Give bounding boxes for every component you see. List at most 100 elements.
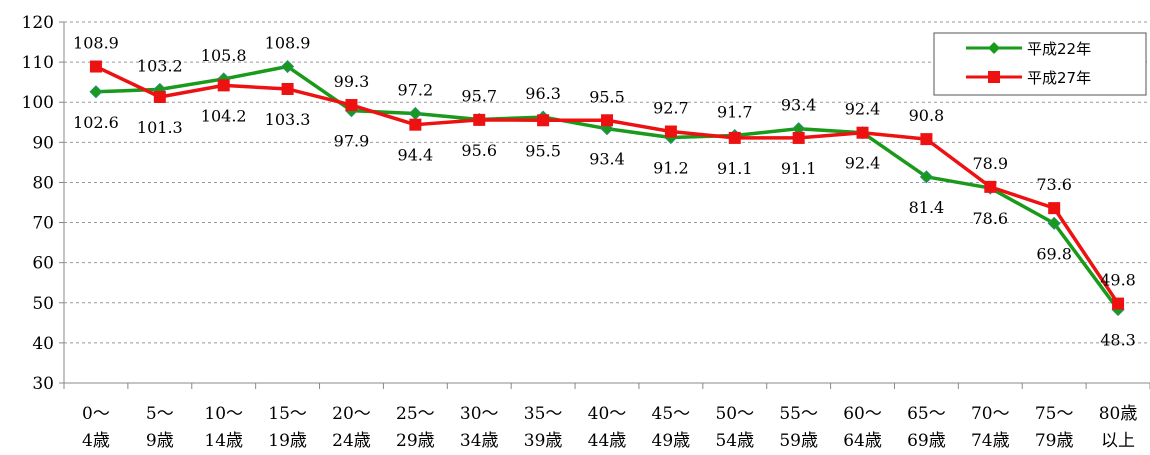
x-tick-label-line1: 60～ [843,404,882,424]
x-tick-label-line1: 65～ [907,404,946,424]
data-label-series-2: 91.1 [781,159,817,178]
gridlines [64,21,1150,344]
axes [59,21,1150,389]
x-tick-label-line2: 49歳 [652,431,691,451]
x-tick-label-line1: 50～ [715,404,754,424]
x-tick-label-line2: 24歳 [332,431,371,451]
data-label-series-2: 78.9 [972,154,1008,173]
x-tick-label-line1: 25～ [396,404,435,424]
point-marker-series-2 [984,180,997,193]
legend-marker-series-2 [988,71,1000,83]
data-label-series-1: 91.7 [717,103,753,122]
point-marker-series-2 [217,79,230,92]
data-label-series-2: 94.4 [398,146,434,165]
x-tick-label-line2: 39歳 [524,431,563,451]
x-tick-label-line1: 0～ [82,404,110,424]
x-tick-label-line2: 14歳 [204,431,243,451]
point-marker-series-2 [473,113,486,126]
legend-label-series-1: 平成22年 [1027,40,1091,58]
point-marker-series-2 [792,131,805,144]
data-label-series-1: 97.2 [398,80,434,99]
x-tick-label-line1: 20～ [332,404,371,424]
y-tick-label: 90 [32,133,54,153]
point-marker-series-1 [919,170,933,184]
point-marker-series-2 [1048,202,1061,215]
x-tick-label-line2: 19歳 [268,431,307,451]
data-label-series-1: 78.6 [972,209,1008,228]
point-marker-series-2 [153,91,166,104]
x-tick-label-line2: 29歳 [396,431,435,451]
data-label-series-2: 49.8 [1100,271,1136,290]
x-tick-label-line1: 55～ [779,404,818,424]
x-tick-label-line2: 54歳 [715,431,754,451]
y-tick-label: 50 [32,294,54,314]
data-label-series-1: 95.7 [461,86,497,105]
series-markers [89,59,1125,317]
data-label-series-1: 103.2 [137,56,183,75]
y-tick-label: 120 [22,13,54,33]
data-label-series-2: 73.6 [1036,175,1072,194]
y-tick-labels: 30 40 50 60 70 80 90 100 110 120 [22,13,54,394]
point-marker-series-2 [728,131,741,144]
point-marker-series-1 [1047,216,1061,230]
point-marker-series-1 [89,85,103,99]
data-label-series-1: 102.6 [73,113,119,132]
x-tick-label-line2: 44歳 [588,431,627,451]
data-label-series-2: 101.3 [137,118,183,137]
data-label-series-2: 91.1 [717,159,753,178]
point-marker-series-2 [856,126,869,139]
data-label-series-1: 91.2 [653,159,689,178]
x-tick-label-line2: 64歳 [843,431,882,451]
y-tick-label: 100 [22,93,54,113]
y-tick-label: 70 [32,214,54,234]
point-marker-series-2 [537,114,550,127]
x-tick-label-line1: 15～ [268,404,307,424]
legend-marker-series-1 [988,42,1000,54]
point-marker-series-2 [920,133,933,146]
point-marker-series-1 [281,59,295,74]
legend-box [933,32,1147,96]
x-tick-label-line2: 9歳 [146,431,174,451]
x-tick-label-line2: 74歳 [971,431,1010,451]
legend: 平成22年 平成27年 [933,32,1147,96]
data-label-series-2: 95.6 [461,141,497,160]
data-label-series-1: 97.9 [334,132,370,151]
data-label-series-1: 92.4 [845,154,881,173]
x-tick-label-line1: 70～ [971,404,1010,424]
y-tick-label: 40 [32,334,54,354]
x-tick-label-line1: 45～ [652,404,691,424]
y-tick-label: 60 [32,254,54,274]
data-label-series-2: 99.3 [334,72,370,91]
legend-label-series-2: 平成27年 [1027,69,1091,87]
y-tick-label: 30 [32,374,54,394]
point-marker-series-2 [409,118,422,131]
x-tick-label-line1: 5～ [146,404,174,424]
data-label-series-1: 96.3 [525,84,561,103]
data-label-series-2: 108.9 [73,34,119,53]
x-tick-label-line1: 10～ [204,404,243,424]
data-label-series-2: 95.5 [589,87,625,106]
x-tick-label-line1: 30～ [460,404,499,424]
x-tick-label-line1: 80歳 [1099,404,1138,424]
point-marker-series-1 [408,106,422,121]
data-labels: 102.6 103.2 105.8 108.9 97.9 97.2 95.7 96.3 93.4… [73,34,1136,350]
data-label-series-1: 93.4 [589,150,625,169]
x-tick-labels: 0～ 4歳 5～ 9歳 10～ 14歳 15～ 19歳 20～ 24歳 25～ 29歳 30～ 34歳 35… [82,404,1137,451]
x-tick-label-line2: 59歳 [779,431,818,451]
x-tick-label-line2: 69歳 [907,431,946,451]
data-label-series-2: 90.8 [909,106,945,125]
x-tick-label-line1: 35～ [524,404,563,424]
y-tick-label: 110 [22,53,54,73]
data-label-series-2: 92.7 [653,99,689,118]
point-marker-series-2 [1112,297,1125,310]
data-label-series-1: 69.8 [1036,244,1072,263]
data-label-series-1: 48.3 [1100,331,1136,350]
data-label-series-2: 103.3 [265,110,311,129]
data-label-series-1: 105.8 [201,46,247,65]
x-tick-label-line1: 40～ [588,404,627,424]
point-marker-series-2 [345,99,358,112]
data-label-series-1: 108.9 [265,34,311,53]
x-tick-label-line2: 34歳 [460,431,499,451]
point-marker-series-2 [89,60,102,73]
